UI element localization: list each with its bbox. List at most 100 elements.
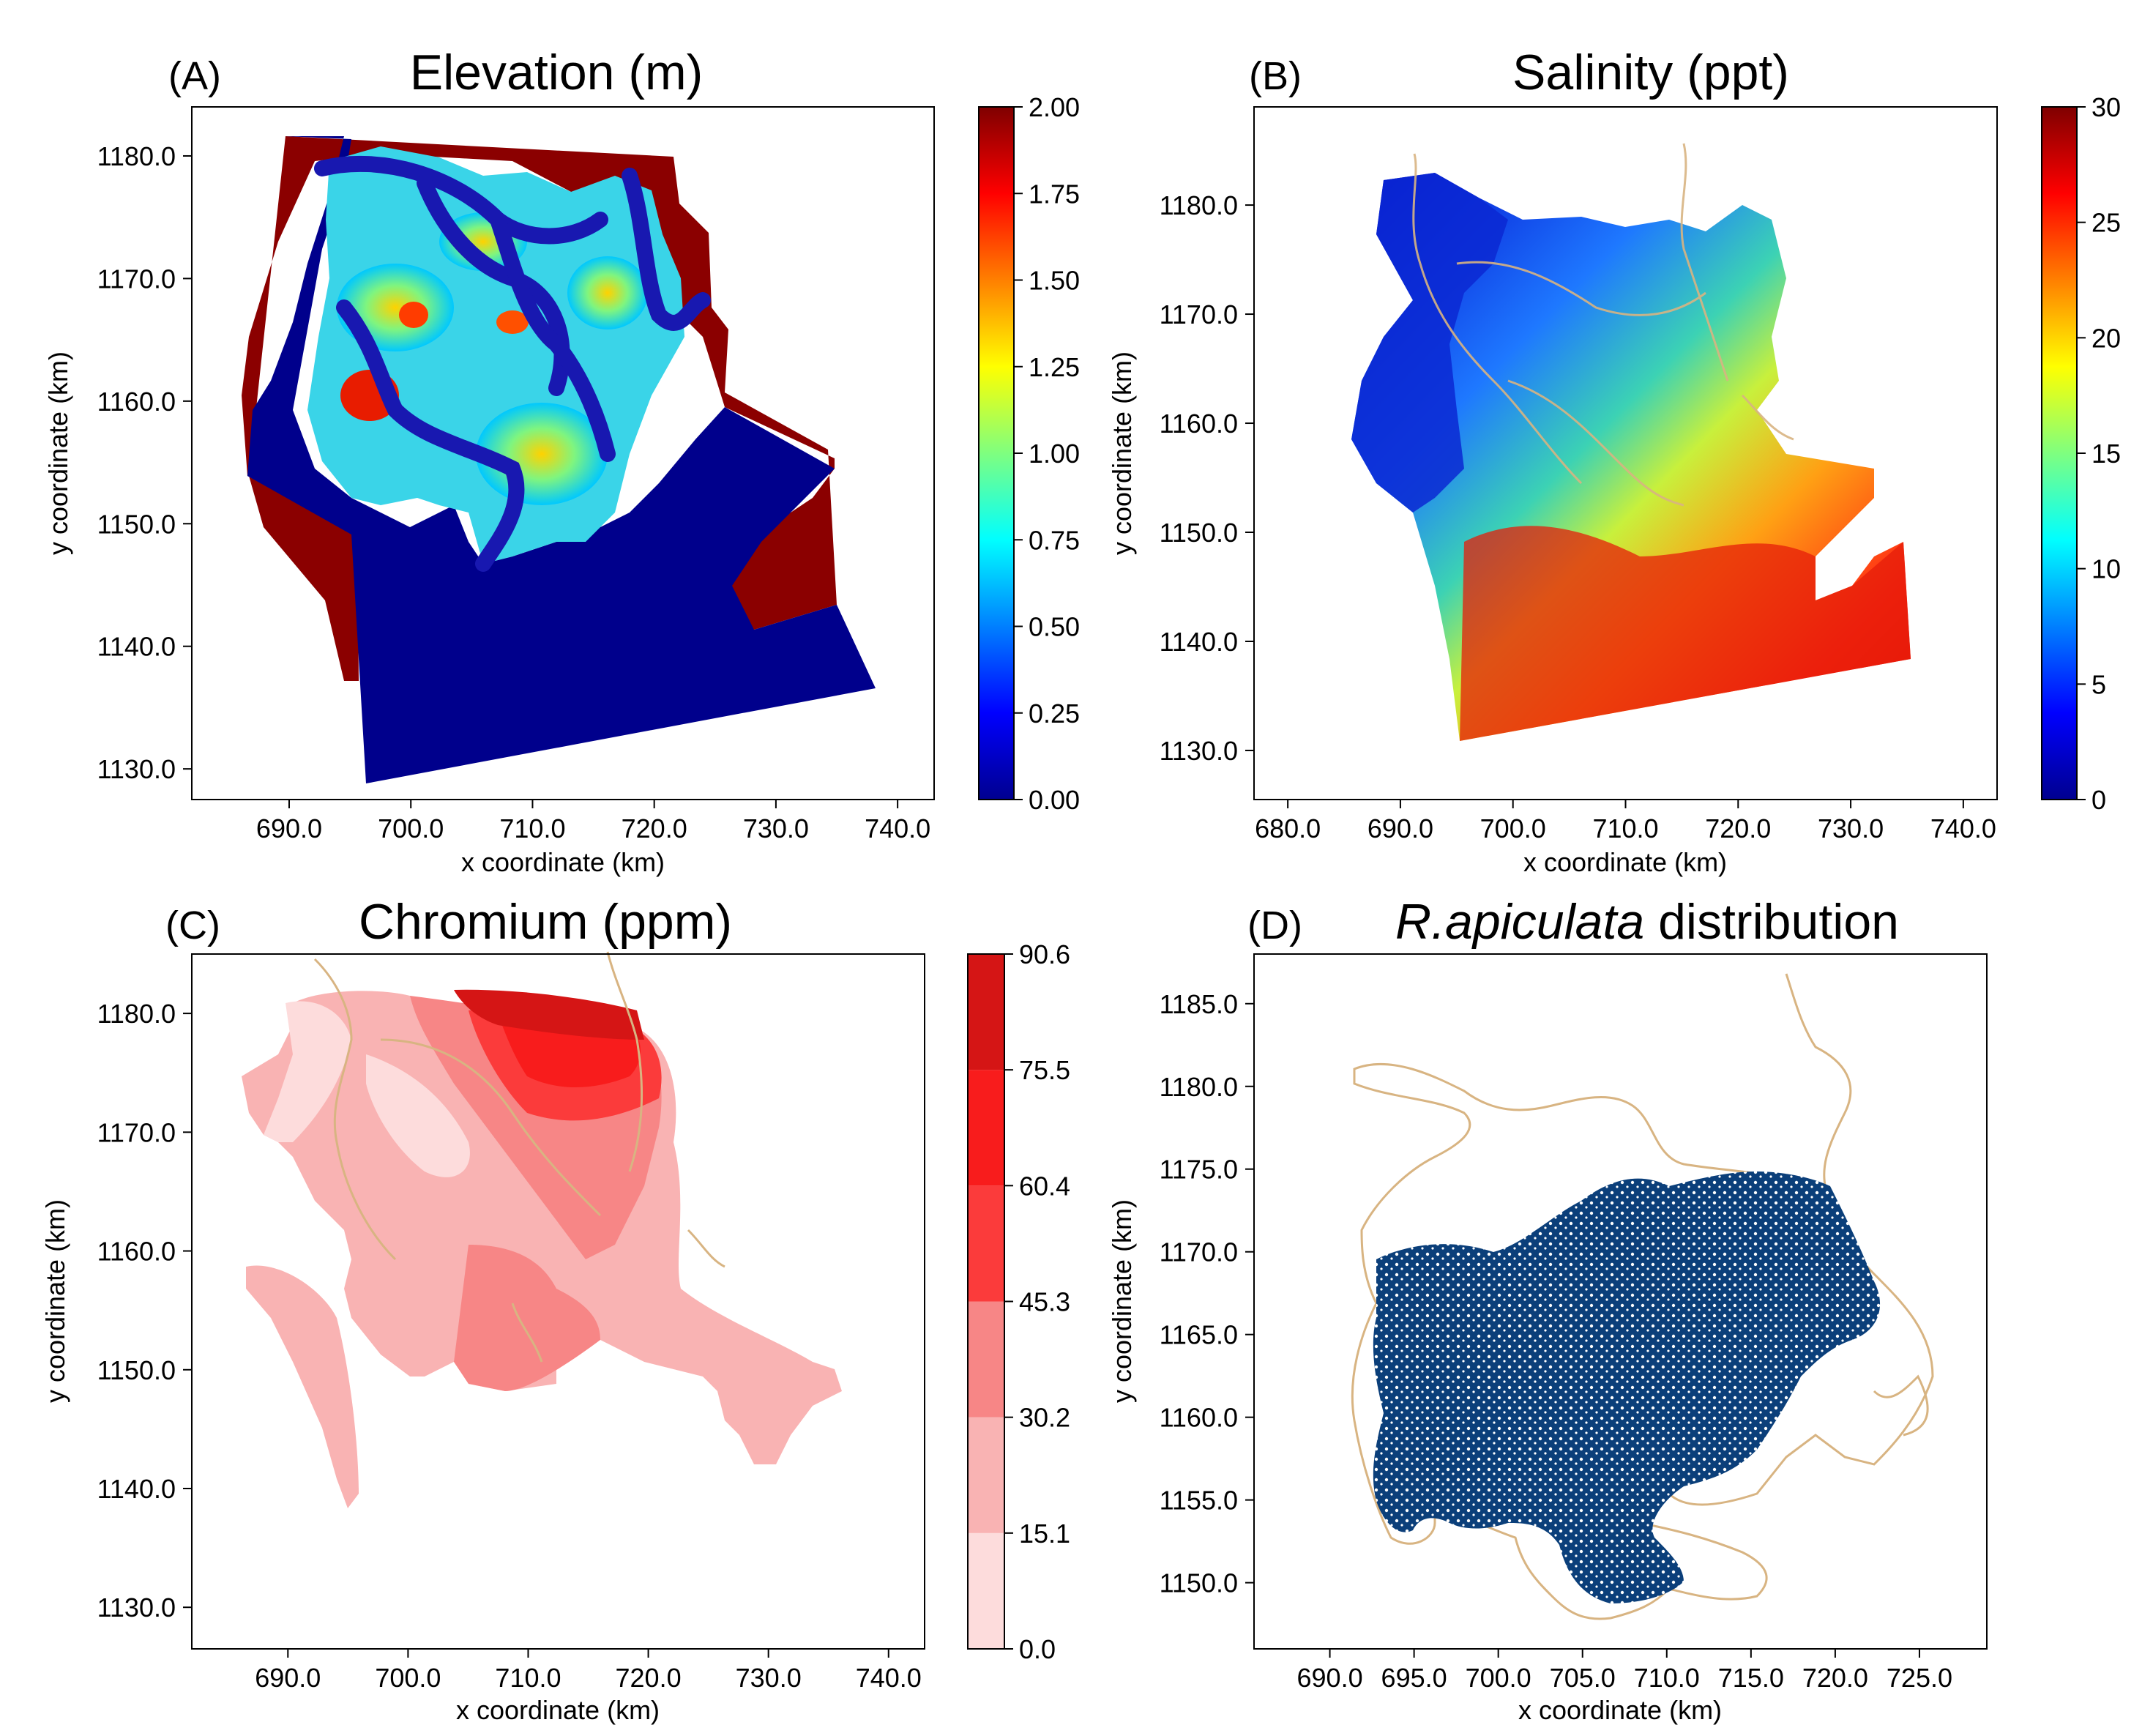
elevation-high-patch <box>567 256 648 329</box>
channel-outlines <box>313 951 725 1363</box>
panel-title: Salinity (ppt) <box>1512 45 1789 100</box>
channel <box>314 155 608 245</box>
y-tick-label: 1175.0 <box>1160 1155 1238 1185</box>
x-tick-label: 715.0 <box>1718 1663 1784 1693</box>
species-cover <box>1373 1171 1881 1603</box>
species-name: R.apiculata <box>1395 894 1644 950</box>
distribution-map <box>1351 973 1934 1620</box>
panel-title: Elevation (m) <box>410 45 704 100</box>
elevation-high-patch <box>337 264 454 351</box>
chromium-bin-0 <box>366 1054 470 1177</box>
panel-label: (C) <box>165 904 220 947</box>
colorbar-swatch <box>968 1070 1004 1186</box>
colorbar-swatch <box>968 954 1004 1070</box>
plot-frame <box>191 953 925 1650</box>
x-axis-label: x coordinate (km) <box>461 847 665 877</box>
x-tick-label: 710.0 <box>1634 1663 1700 1693</box>
elevation-highland <box>242 136 837 681</box>
colorbar <box>978 106 1015 800</box>
y-tick-label: 1170.0 <box>97 264 176 294</box>
channel-outline <box>313 958 397 1261</box>
panel-title: Chromium (ppm) <box>359 894 732 950</box>
y-tick-label: 1140.0 <box>1160 627 1238 657</box>
salinity-fresh <box>1351 173 1508 513</box>
axes: 690.0 700.0 710.0 720.0 730.0 740.0 1130.0 1140… <box>97 141 931 843</box>
chromium-map <box>242 951 842 1508</box>
y-tick-label: 1160.0 <box>1160 409 1238 439</box>
y-tick-label: 1160.0 <box>1160 1403 1238 1433</box>
panel-elevation: (A) Elevation (m) 690.0 700.0 710.0 720.0 73… <box>43 45 1080 877</box>
colorbar-tick-label: 0.75 <box>1029 525 1080 555</box>
x-tick-label: 690.0 <box>1367 813 1433 843</box>
y-tick-label: 1150.0 <box>1160 1568 1238 1598</box>
colorbar-tick-label: 15 <box>2092 439 2121 469</box>
title-rest: distribution <box>1644 894 1899 950</box>
channel-outline <box>1507 379 1684 507</box>
river-outline <box>1785 973 1852 1202</box>
colorbar-ticks: 0.00 0.25 0.50 0.75 1.00 1.25 1.50 1.75 2.00 <box>1014 92 1080 815</box>
x-tick-label: 740.0 <box>856 1663 922 1693</box>
x-tick-label: 710.0 <box>499 813 565 843</box>
x-axis-label: x coordinate (km) <box>1523 847 1727 877</box>
x-tick-label: 700.0 <box>375 1663 441 1693</box>
chromium-bin-1 <box>246 1265 359 1508</box>
y-tick-label: 1160.0 <box>97 1237 176 1267</box>
colorbar-tick-label: 90.6 <box>1019 939 1070 969</box>
plot-frame <box>1253 953 1988 1650</box>
x-tick-label: 720.0 <box>616 1663 682 1693</box>
y-tick-label: 1130.0 <box>1160 736 1238 766</box>
panel-label: (A) <box>168 54 221 98</box>
x-tick-label: 700.0 <box>378 813 444 843</box>
x-tick-label: 720.0 <box>1705 813 1771 843</box>
y-tick-label: 1160.0 <box>97 387 176 417</box>
x-tick-label: 720.0 <box>1802 1663 1868 1693</box>
channel <box>336 299 525 572</box>
panel-label: (D) <box>1247 904 1302 947</box>
y-axis-label: y coordinate (km) <box>1107 1199 1137 1403</box>
panel-title: R.apiculata distribution <box>1395 894 1899 950</box>
salinity-saline <box>1460 526 1911 741</box>
chromium-bin-5 <box>454 989 644 1040</box>
axes: 690.0 700.0 710.0 720.0 730.0 740.0 1130.0 1140… <box>97 999 922 1693</box>
salinity-map <box>1351 143 1911 741</box>
y-tick-label: 1180.0 <box>1160 190 1238 220</box>
x-tick-label: 695.0 <box>1381 1663 1447 1693</box>
x-tick-label: 710.0 <box>495 1663 561 1693</box>
colorbar-tick-label: 30 <box>2092 92 2121 122</box>
x-tick-label: 720.0 <box>622 813 687 843</box>
region-outline <box>1351 1062 1934 1620</box>
chromium-bin-2 <box>454 1245 600 1391</box>
colorbar-tick-label: 75.5 <box>1019 1055 1070 1085</box>
colorbar-ticks: 0 5 10 15 20 25 30 <box>2077 92 2121 815</box>
y-axis-label: y coordinate (km) <box>43 351 73 555</box>
y-tick-label: 1150.0 <box>1160 518 1238 548</box>
x-tick-label: 690.0 <box>255 1663 321 1693</box>
x-axis-label: x coordinate (km) <box>1518 1695 1722 1725</box>
y-tick-label: 1180.0 <box>97 141 176 171</box>
colorbar-tick-label: 0.00 <box>1029 785 1080 815</box>
channel-outline <box>380 1038 602 1217</box>
channel-outline <box>511 1303 543 1363</box>
colorbar-tick-label: 1.00 <box>1029 439 1080 469</box>
colorbar-tick-label: 15.1 <box>1019 1519 1070 1549</box>
plot-frame <box>191 106 935 800</box>
y-axis-label: y coordinate (km) <box>40 1199 70 1403</box>
colorbar-tick-label: 0.50 <box>1029 612 1080 642</box>
y-tick-label: 1170.0 <box>1160 1237 1238 1267</box>
channel-outline <box>1741 394 1794 441</box>
x-tick-label: 690.0 <box>1297 1663 1363 1693</box>
y-tick-label: 1185.0 <box>1160 989 1238 1019</box>
elevation-peak <box>399 302 428 328</box>
x-tick-label: 730.0 <box>736 1663 802 1693</box>
panel-salinity: (B) Salinity (ppt) 680.0 690.0 700.0 710.0 7… <box>1107 45 2121 877</box>
y-tick-label: 1180.0 <box>97 999 176 1029</box>
axes: 680.0 690.0 700.0 710.0 720.0 730.0 740.0 1130.… <box>1160 190 1996 843</box>
chromium-bin-0 <box>264 1001 351 1142</box>
channel-outline <box>1680 143 1729 381</box>
channel-outlines <box>1412 143 1794 507</box>
colorbar-tick-label: 30.2 <box>1019 1403 1070 1433</box>
y-tick-label: 1150.0 <box>97 1355 176 1385</box>
panel-label: (B) <box>1249 54 1302 98</box>
colorbar-tick-label: 0.0 <box>1019 1634 1056 1664</box>
